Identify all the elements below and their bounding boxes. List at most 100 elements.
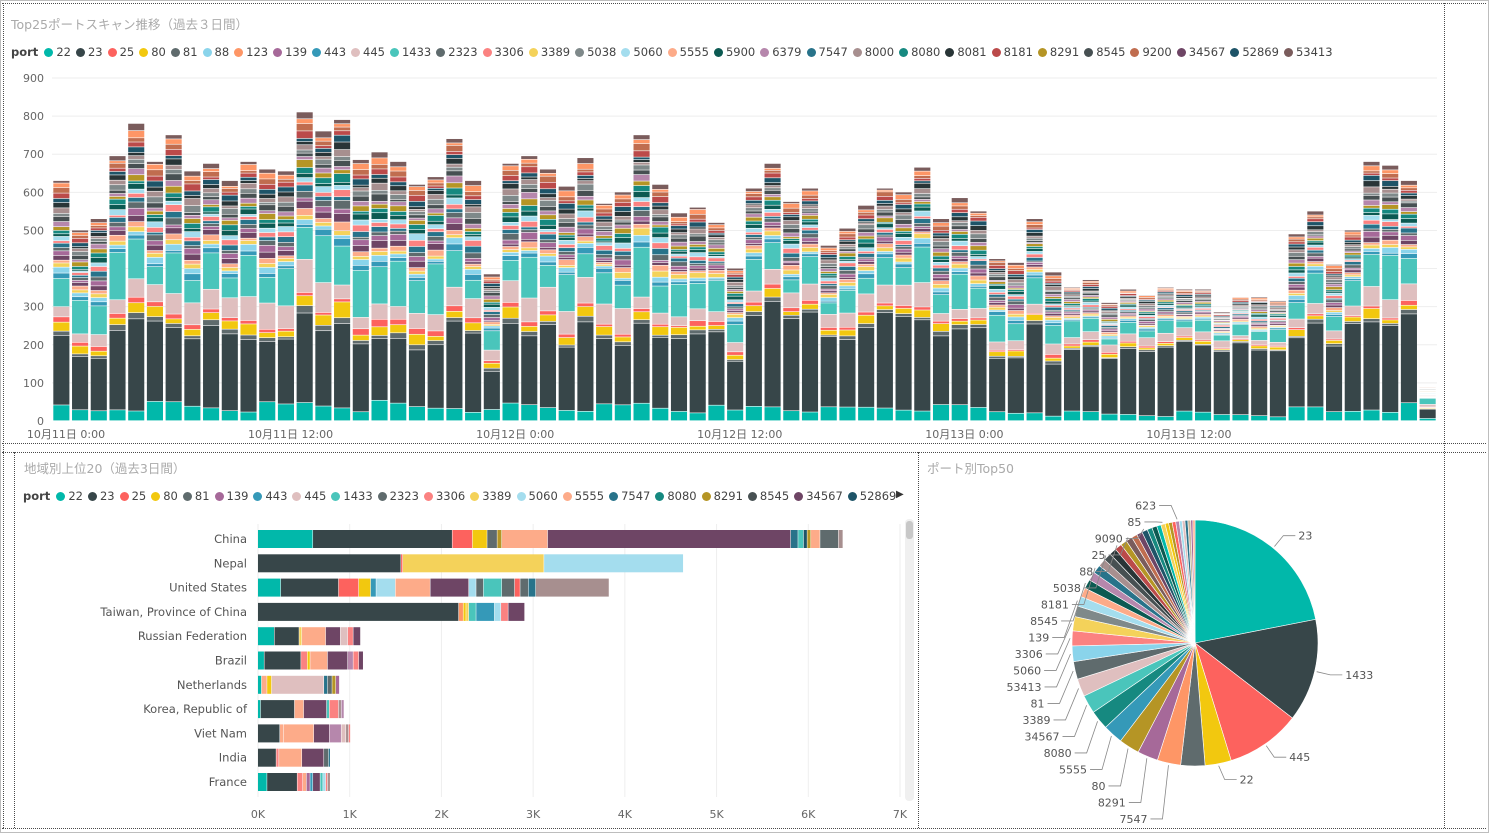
legend-item-3389[interactable]: 3389 [528, 45, 570, 59]
bar-segment-5555 [280, 724, 284, 743]
legend-item-1433[interactable]: 1433 [331, 489, 373, 503]
legend-item-2323[interactable]: 2323 [436, 45, 478, 59]
bar-segment-8545 [764, 190, 781, 195]
legend-item-3306[interactable]: 3306 [482, 45, 524, 59]
legend-item-3389[interactable]: 3389 [470, 489, 512, 503]
bar-segment-53413 [1194, 289, 1212, 291]
bar-segment-8000 [801, 206, 819, 209]
legend-item-23[interactable]: 23 [75, 45, 103, 59]
bar-segment-22 [801, 412, 819, 421]
bar-segment-5555 [283, 724, 314, 743]
legend-item-8291[interactable]: 8291 [701, 489, 743, 503]
bar-segment-88 [764, 235, 781, 239]
bar-segment-8181 [53, 193, 70, 199]
legend-item-443[interactable]: 443 [312, 45, 346, 59]
legend-item-123[interactable]: 123 [234, 45, 268, 59]
legend-item-22[interactable]: 22 [56, 489, 83, 503]
legend-item-25[interactable]: 25 [107, 45, 134, 59]
legend-item-23[interactable]: 23 [87, 489, 115, 503]
legend-item-3306[interactable]: 3306 [423, 489, 465, 503]
legend-item-2323[interactable]: 2323 [377, 489, 419, 503]
legend-item-5060[interactable]: 5060 [516, 489, 558, 503]
bar-segment-3306 [72, 272, 89, 275]
legend-item-445[interactable]: 445 [292, 489, 326, 503]
legend-item-8080[interactable]: 8080 [899, 45, 940, 59]
bar-segment-5900 [1063, 305, 1081, 307]
legend-item-8080[interactable]: 8080 [655, 489, 697, 503]
legend-item-80[interactable]: 80 [139, 45, 166, 59]
bar-segment-139 [670, 266, 688, 270]
legend-item-22[interactable]: 22 [44, 45, 71, 59]
legend-item-5900[interactable]: 5900 [713, 45, 755, 59]
bar-segment-6379 [1045, 294, 1062, 297]
bar-segment-5555 [745, 245, 762, 249]
legend-item-6379[interactable]: 6379 [760, 45, 802, 59]
bar-segment-5038 [1400, 201, 1417, 203]
bar-segment-445 [483, 350, 500, 361]
legend-item-52869[interactable]: 52869 [847, 489, 896, 503]
legend-item-8291[interactable]: 8291 [1037, 45, 1079, 59]
bar-segment-5555 [1194, 314, 1212, 316]
bar-segment-123 [689, 209, 706, 214]
legend-item-139[interactable]: 139 [273, 45, 307, 59]
legend-item-5555[interactable]: 5555 [667, 45, 709, 59]
scrollbar-thumb[interactable] [906, 521, 913, 539]
legend-item-7547[interactable]: 7547 [609, 489, 650, 503]
legend-item-139[interactable]: 139 [214, 489, 248, 503]
legend-item-52869[interactable]: 52869 [1230, 45, 1279, 59]
legend-item-445[interactable]: 445 [351, 45, 385, 59]
legend-item-81[interactable]: 81 [170, 45, 198, 59]
bar-segment-2323 [670, 262, 688, 266]
bar-segment-3389 [820, 294, 837, 298]
legend-item-5555[interactable]: 5555 [562, 489, 604, 503]
bar-segment-3389 [745, 249, 762, 253]
bar-segment-5900 [1326, 291, 1343, 293]
bar-segment-1433 [614, 285, 631, 309]
bar-segment-8000 [670, 232, 688, 235]
legend-next-icon[interactable]: ▶ [896, 489, 904, 500]
bar-segment-5038 [1363, 193, 1380, 196]
bar-segment-7547 [839, 266, 856, 271]
bar-segment-8080 [352, 211, 369, 214]
legend-item-53413[interactable]: 53413 [1283, 45, 1333, 59]
legend-item-8545[interactable]: 8545 [747, 489, 789, 503]
bar-segment-8291 [315, 173, 332, 178]
legend-item-34567[interactable]: 34567 [1176, 45, 1225, 59]
bar-segment-3389 [1251, 328, 1268, 330]
bar-segment-8081 [1307, 226, 1324, 230]
legend-label: 445 [363, 45, 385, 59]
bar-segment-23 [1120, 348, 1137, 415]
legend-item-9200[interactable]: 9200 [1130, 45, 1172, 59]
bar-segment-445 [689, 309, 706, 321]
bar-segment-3389 [558, 265, 575, 268]
bar-segment-25 [1101, 352, 1118, 354]
bar-segment-3306 [427, 229, 444, 232]
bar-segment-5555 [1232, 319, 1249, 321]
legend-item-7547[interactable]: 7547 [806, 45, 848, 59]
bar-segment-2323 [128, 202, 145, 208]
legend-item-5038[interactable]: 5038 [575, 45, 616, 59]
bar-segment-23 [408, 350, 426, 407]
scrollbar-track[interactable] [905, 519, 914, 801]
bar-segment-8545 [184, 212, 201, 215]
legend-item-1433[interactable]: 1433 [389, 45, 431, 59]
legend-item-80[interactable]: 80 [151, 489, 178, 503]
legend-item-5060[interactable]: 5060 [621, 45, 663, 59]
legend-item-34567[interactable]: 34567 [794, 489, 843, 503]
legend-item-443[interactable]: 443 [253, 489, 287, 503]
bar-segment-3306 [347, 627, 353, 646]
legend-item-88[interactable]: 88 [202, 45, 229, 59]
legend-item-8181[interactable]: 8181 [991, 45, 1033, 59]
legend-item-25[interactable]: 25 [119, 489, 146, 503]
bar-segment-139 [858, 259, 875, 262]
pie-leader-line [1047, 670, 1074, 704]
bar-segment-6379 [1063, 299, 1081, 302]
bar-segment-25 [1082, 340, 1099, 342]
bar-segment-2323 [277, 242, 295, 247]
legend-item-8545[interactable]: 8545 [1084, 45, 1125, 59]
bar-segment-123 [895, 195, 912, 200]
legend-item-8081[interactable]: 8081 [945, 45, 987, 59]
bar-segment-445 [1344, 306, 1361, 316]
legend-item-8000[interactable]: 8000 [852, 45, 894, 59]
legend-item-81[interactable]: 81 [182, 489, 210, 503]
